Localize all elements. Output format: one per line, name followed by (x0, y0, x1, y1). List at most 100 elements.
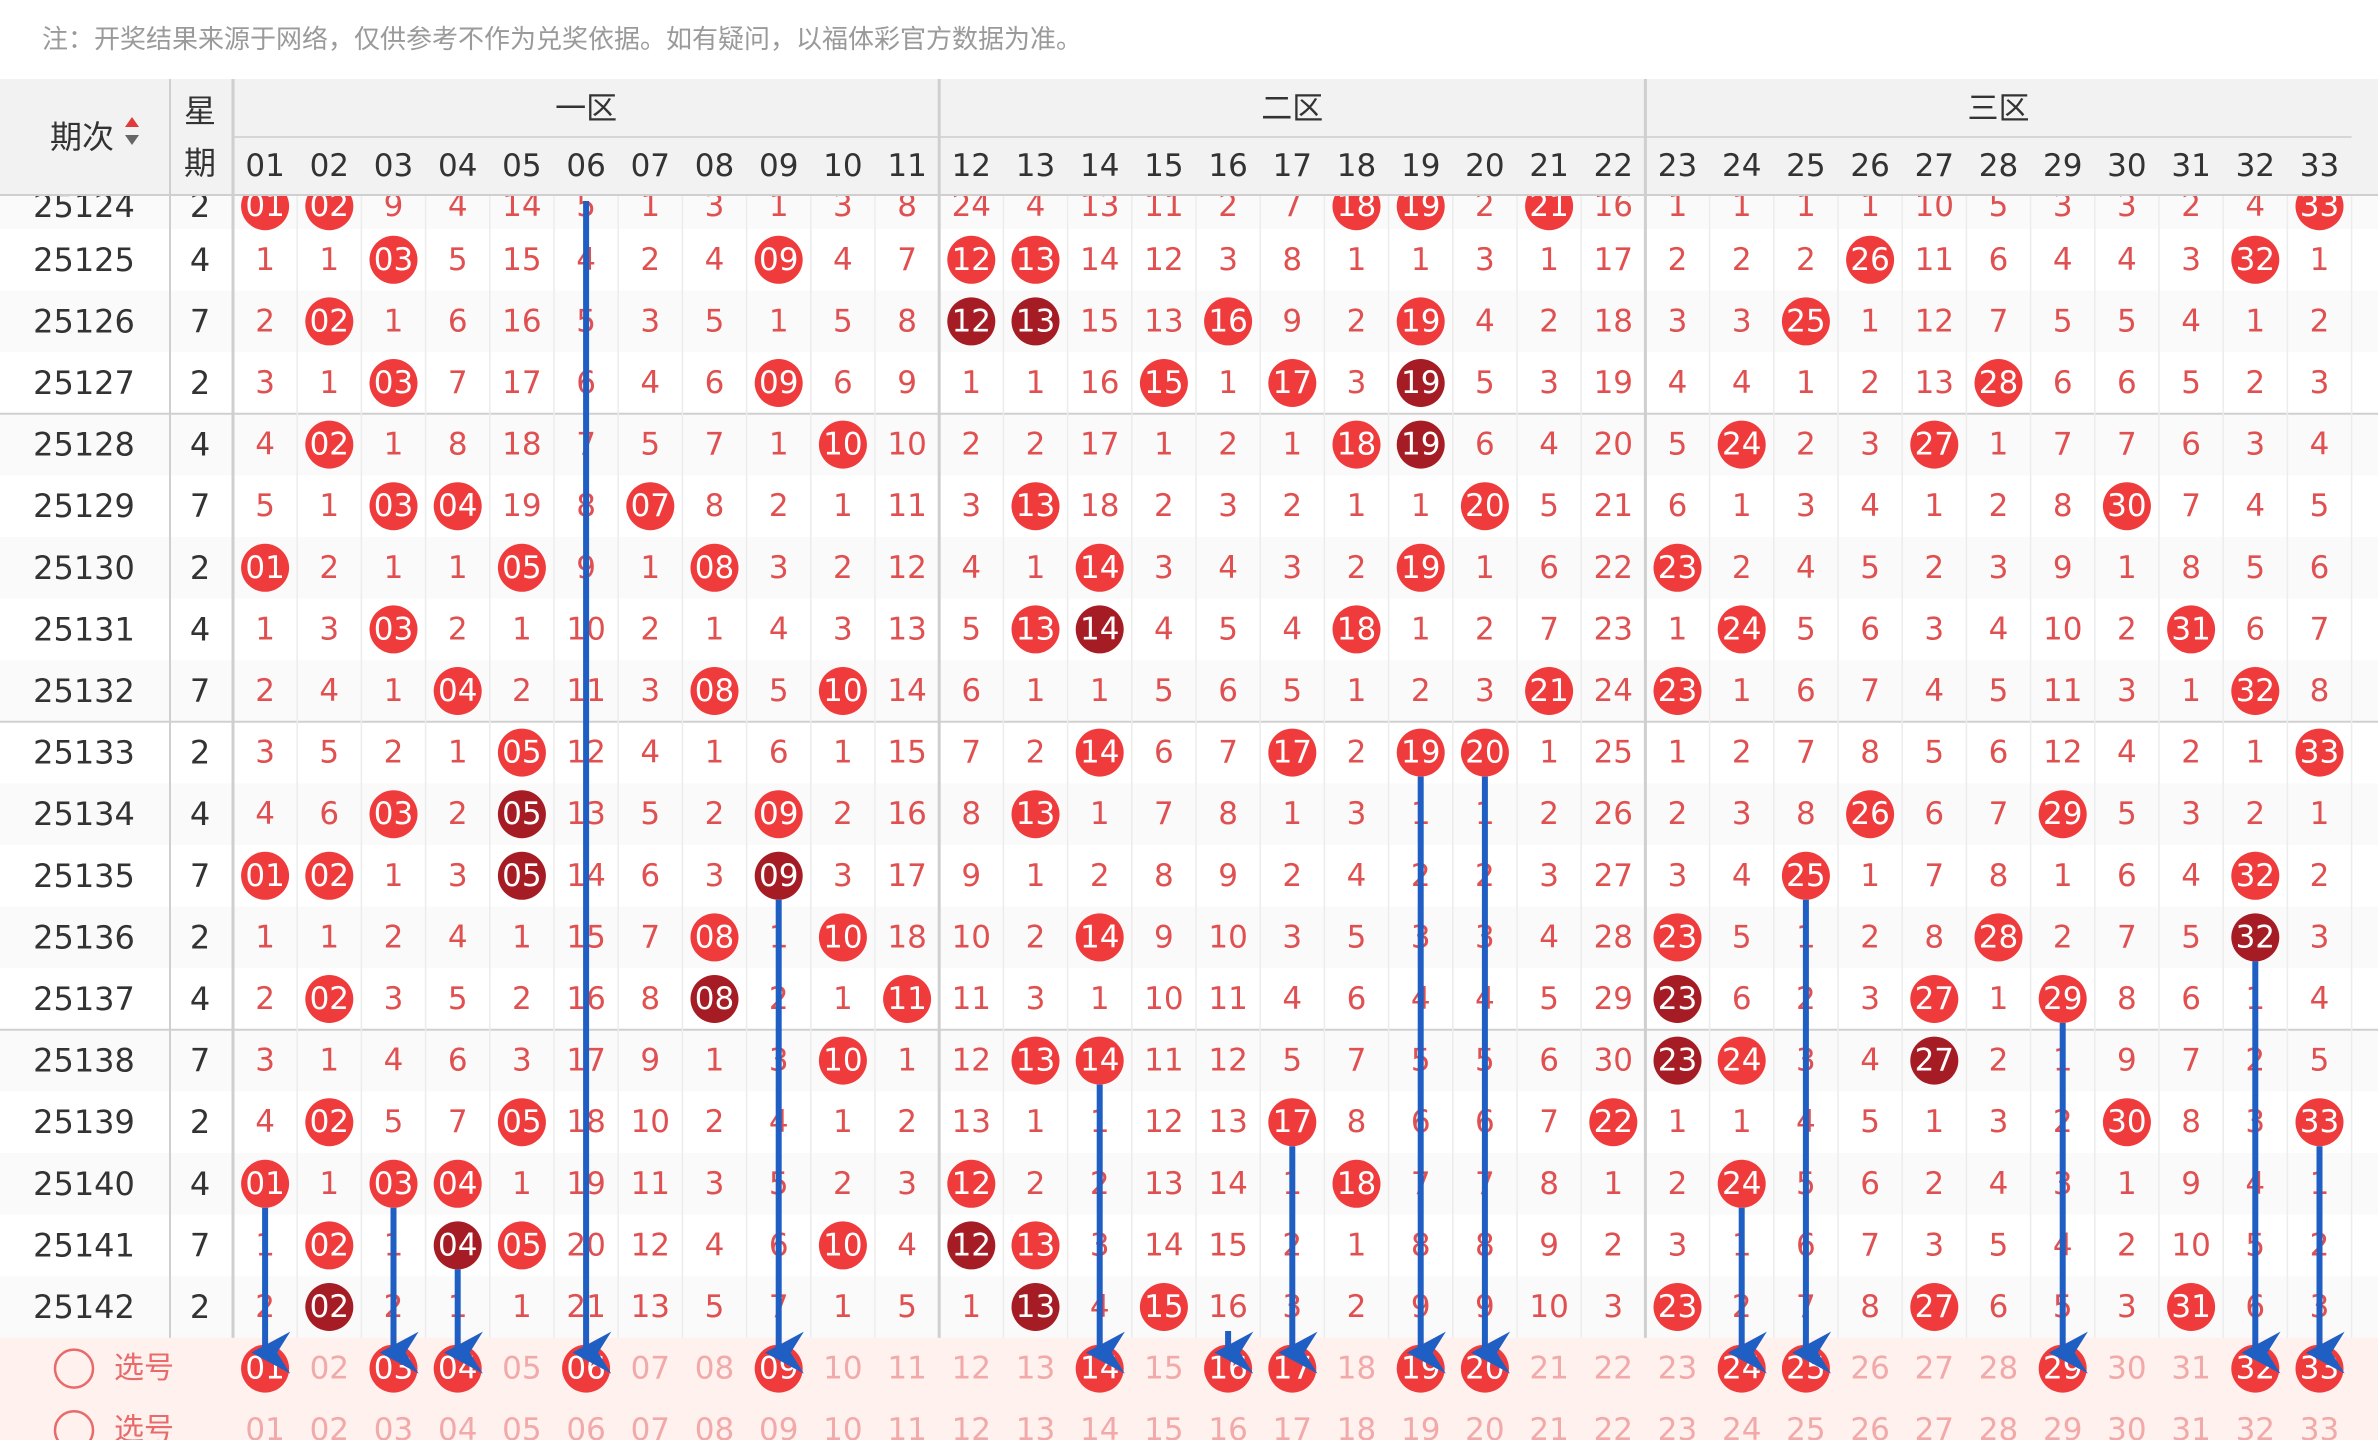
selectable-number: 27 (1915, 1412, 1954, 1440)
miss-count: 7 (1154, 796, 1174, 832)
table-row[interactable] (305, 1221, 1060, 1270)
hit-ball (241, 543, 290, 592)
miss-count: 6 (2117, 858, 2137, 894)
miss-count: 2 (2053, 919, 2073, 955)
selectable-number: 30 (2107, 1351, 2146, 1387)
hit-number: 13 (1016, 488, 1055, 524)
table-row[interactable] (369, 359, 2023, 407)
miss-count: 2 (833, 796, 853, 832)
miss-count: 28 (1594, 919, 1633, 955)
miss-count: 5 (1282, 673, 1302, 709)
selection-row[interactable] (53, 1409, 95, 1440)
miss-count: 4 (2117, 242, 2137, 278)
hit-ball (305, 1283, 354, 1331)
hit-number: 03 (374, 796, 413, 832)
hit-number: 10 (823, 1043, 862, 1079)
hit-number: 28 (1979, 919, 2018, 955)
table-row[interactable] (305, 1098, 2344, 1147)
hit-number: 03 (374, 488, 413, 524)
miss-count: 19 (1594, 365, 1633, 401)
miss-count: 15 (887, 735, 926, 771)
hit-number: 18 (1337, 611, 1376, 647)
hit-number: 05 (502, 735, 541, 771)
miss-count: 5 (1347, 919, 1367, 955)
table-row[interactable] (241, 851, 2280, 900)
weekday-cell: 7 (190, 302, 210, 340)
hit-ball (1717, 1036, 1766, 1085)
table-row[interactable] (0, 1153, 2378, 1215)
miss-count: 3 (1282, 550, 1302, 586)
miss-count: 3 (1603, 1289, 1623, 1325)
miss-count: 7 (1860, 673, 1880, 709)
miss-count: 2 (2117, 1227, 2137, 1263)
miss-count: 12 (1144, 242, 1183, 278)
hit-number: 13 (1016, 1289, 1055, 1325)
miss-count: 12 (1915, 303, 1954, 339)
miss-count: 1 (1732, 488, 1752, 524)
table-row[interactable] (0, 413, 2378, 476)
hit-ball (1075, 543, 1124, 592)
sort-down-icon[interactable] (125, 135, 139, 145)
table-row[interactable] (0, 783, 2378, 845)
table-row[interactable] (0, 1029, 2378, 1092)
row-stripe (0, 1029, 2378, 1092)
selected-number: 29 (2043, 1351, 2082, 1387)
miss-count: 30 (1594, 1043, 1633, 1079)
hit-number: 12 (952, 242, 991, 278)
hit-ball (1781, 297, 1830, 346)
hit-ball (1268, 1098, 1317, 1147)
weekday-cell: 2 (190, 918, 210, 956)
miss-count: 7 (448, 1104, 468, 1140)
miss-count: 5 (1860, 550, 1880, 586)
miss-count: 1 (384, 673, 404, 709)
hit-ball (2295, 1098, 2344, 1147)
table-row[interactable] (0, 660, 2378, 722)
table-row[interactable] (497, 728, 2344, 777)
hit-number: 14 (1080, 550, 1119, 586)
hit-ball (2038, 975, 2087, 1023)
table-row[interactable] (369, 605, 2216, 654)
miss-count: 1 (2117, 1166, 2137, 1202)
miss-count: 4 (897, 1227, 917, 1263)
hit-ball (2231, 851, 2280, 900)
miss-count: 6 (1732, 981, 1752, 1017)
miss-count: 10 (1208, 919, 1247, 955)
hit-ball (1653, 667, 1702, 715)
table-row[interactable] (0, 290, 2378, 353)
selectable-number: 22 (1594, 1412, 1633, 1440)
miss-count: 2 (640, 611, 660, 647)
miss-count: 2 (1603, 1227, 1623, 1263)
selected-number: 14 (1080, 1351, 1119, 1387)
table-row[interactable] (305, 975, 2087, 1023)
hit-number: 05 (502, 858, 541, 894)
hit-ball (690, 543, 739, 592)
miss-count: 1 (1668, 611, 1688, 647)
miss-count: 3 (319, 611, 339, 647)
sort-up-icon[interactable] (125, 117, 139, 127)
hit-ball (1846, 235, 1895, 284)
miss-count: 16 (887, 796, 926, 832)
radio-icon[interactable] (53, 1348, 95, 1389)
table-row[interactable] (0, 1276, 2378, 1338)
miss-count: 1 (1860, 303, 1880, 339)
sort-period-button[interactable] (125, 117, 139, 145)
number-column-header: 07 (631, 148, 670, 184)
table-row[interactable] (369, 482, 2151, 531)
radio-icon[interactable] (53, 1409, 95, 1440)
table-row[interactable] (369, 235, 2280, 284)
selected-number: 32 (2236, 1351, 2275, 1387)
table-body (0, 182, 2378, 1338)
miss-count: 2 (1347, 303, 1367, 339)
weekday-cell: 2 (190, 1103, 210, 1141)
miss-count: 9 (1282, 303, 1302, 339)
hit-number: 29 (2043, 981, 2082, 1017)
miss-count: 1 (1732, 673, 1752, 709)
miss-count: 3 (1218, 488, 1238, 524)
hit-number: 13 (1016, 303, 1055, 339)
miss-count: 2 (448, 796, 468, 832)
miss-count: 1 (384, 427, 404, 463)
table-row[interactable] (0, 537, 2378, 599)
miss-count: 2 (833, 1166, 853, 1202)
table-row[interactable] (0, 906, 2378, 969)
miss-count: 7 (2181, 1043, 2201, 1079)
